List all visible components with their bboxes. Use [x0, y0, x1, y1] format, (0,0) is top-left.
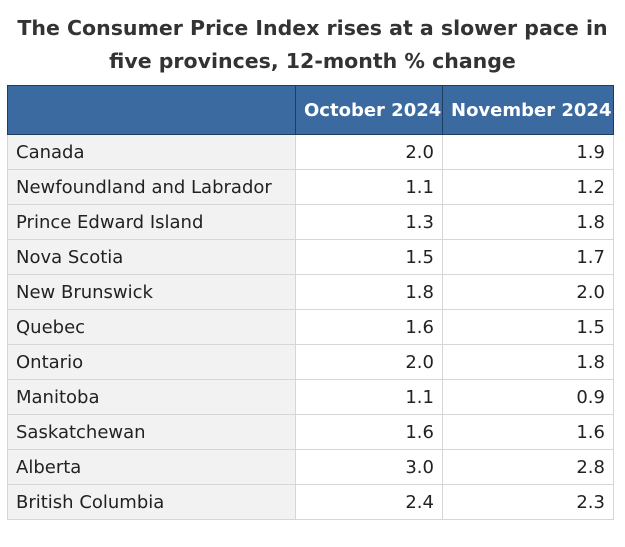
october-2024-value: 1.1 — [295, 169, 443, 205]
november-2024-value: 1.5 — [442, 309, 614, 345]
table-body: Canada 2.0 1.9 Newfoundland and Labrador 1.1… — [7, 134, 614, 520]
october-2024-value: 1.5 — [295, 239, 443, 275]
table-row: Prince Edward Island 1.3 1.8 — [7, 204, 614, 240]
november-2024-value: 1.6 — [442, 414, 614, 450]
october-2024-value: 2.0 — [295, 134, 443, 170]
november-2024-value: 1.2 — [442, 169, 614, 205]
november-2024-value: 2.8 — [442, 449, 614, 485]
region-cell: Saskatchewan — [7, 414, 296, 450]
region-cell: Canada — [7, 134, 296, 170]
chart-title: The Consumer Price Index rises at a slow… — [17, 16, 608, 73]
table-row: New Brunswick 1.8 2.0 — [7, 274, 614, 310]
november-2024-value: 2.3 — [442, 484, 614, 520]
november-2024-value: 1.8 — [442, 344, 614, 380]
november-2024-value: 1.9 — [442, 134, 614, 170]
region-cell: Quebec — [7, 309, 296, 345]
region-cell: Manitoba — [7, 379, 296, 415]
november-2024-value: 0.9 — [442, 379, 614, 415]
region-cell: Prince Edward Island — [7, 204, 296, 240]
table-row: Alberta 3.0 2.8 — [7, 449, 614, 485]
header-november-2024: November 2024 — [442, 85, 614, 135]
table-header-row: October 2024 November 2024 — [7, 85, 614, 135]
table-row: British Columbia 2.4 2.3 — [7, 484, 614, 520]
october-2024-value: 1.8 — [295, 274, 443, 310]
october-2024-value: 1.3 — [295, 204, 443, 240]
header-region — [7, 85, 296, 135]
table-row: Saskatchewan 1.6 1.6 — [7, 414, 614, 450]
table-row: Nova Scotia 1.5 1.7 — [7, 239, 614, 275]
cpi-table: October 2024 November 2024 Canada 2.0 1.9 N… — [7, 85, 614, 520]
table-row: Quebec 1.6 1.5 — [7, 309, 614, 345]
region-cell: Newfoundland and Labrador — [7, 169, 296, 205]
october-2024-value: 1.6 — [295, 309, 443, 345]
november-2024-value: 2.0 — [442, 274, 614, 310]
region-cell: Alberta — [7, 449, 296, 485]
october-2024-value: 1.6 — [295, 414, 443, 450]
october-2024-value: 2.0 — [295, 344, 443, 380]
region-cell: New Brunswick — [7, 274, 296, 310]
november-2024-value: 1.7 — [442, 239, 614, 275]
table-row: Canada 2.0 1.9 — [7, 134, 614, 170]
october-2024-value: 3.0 — [295, 449, 443, 485]
october-2024-value: 2.4 — [295, 484, 443, 520]
table-row: Manitoba 1.1 0.9 — [7, 379, 614, 415]
header-october-2024: October 2024 — [295, 85, 443, 135]
table-row: Ontario 2.0 1.8 — [7, 344, 614, 380]
table-row: Newfoundland and Labrador 1.1 1.2 — [7, 169, 614, 205]
region-cell: Nova Scotia — [7, 239, 296, 275]
november-2024-value: 1.8 — [442, 204, 614, 240]
october-2024-value: 1.1 — [295, 379, 443, 415]
region-cell: British Columbia — [7, 484, 296, 520]
region-cell: Ontario — [7, 344, 296, 380]
